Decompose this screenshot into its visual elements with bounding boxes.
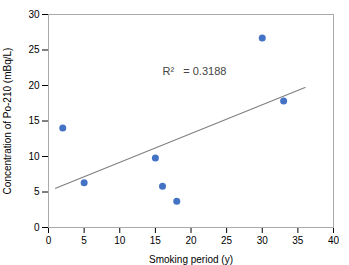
svg-text:25: 25 xyxy=(28,44,40,55)
svg-text:15: 15 xyxy=(150,235,162,246)
svg-text:20: 20 xyxy=(185,235,197,246)
svg-text:Smoking period (y): Smoking period (y) xyxy=(149,254,233,265)
svg-text:Concentration of Po-210 (mBq/L: Concentration of Po-210 (mBq/L) xyxy=(2,48,13,195)
svg-text:10: 10 xyxy=(114,235,126,246)
svg-text:0: 0 xyxy=(46,235,52,246)
svg-text:10: 10 xyxy=(28,151,40,162)
svg-text:5: 5 xyxy=(81,235,87,246)
svg-text:R² = 0.3188: R² = 0.3188 xyxy=(163,65,227,77)
svg-text:25: 25 xyxy=(221,235,233,246)
svg-text:35: 35 xyxy=(292,235,304,246)
svg-text:5: 5 xyxy=(34,186,40,197)
svg-text:0: 0 xyxy=(34,222,40,233)
svg-text:40: 40 xyxy=(328,235,340,246)
svg-text:30: 30 xyxy=(28,9,40,20)
svg-text:15: 15 xyxy=(28,115,40,126)
svg-text:20: 20 xyxy=(28,80,40,91)
svg-text:30: 30 xyxy=(257,235,269,246)
